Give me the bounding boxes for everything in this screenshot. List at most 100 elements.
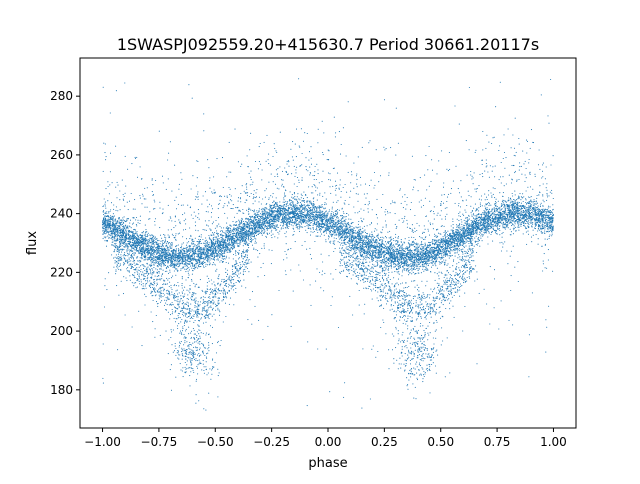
data-point [324,204,326,206]
data-point [167,265,169,267]
data-point [525,208,527,210]
data-point [216,252,218,255]
data-point [225,242,228,244]
data-point [221,229,223,232]
data-point [536,208,538,211]
data-point [510,199,512,201]
data-point [295,226,297,228]
data-point [151,239,153,241]
data-point [126,251,128,253]
data-point [343,232,345,234]
data-point [445,232,447,234]
data-point [175,268,177,270]
data-point [517,219,519,221]
data-point [351,225,353,228]
data-point [177,253,180,255]
data-point [464,252,466,255]
data-point [160,266,162,268]
data-point [523,196,525,198]
data-point [258,208,260,210]
data-point [460,229,462,231]
data-point [371,257,373,259]
data-point [251,244,254,246]
data-point [383,244,386,246]
data-point [178,265,180,267]
data-point [224,258,226,260]
data-point [381,229,383,231]
data-point [249,238,251,241]
data-point [205,243,207,245]
data-point [473,224,475,227]
data-point [111,239,113,241]
data-point [181,283,183,285]
data-point [249,241,251,243]
data-point [212,255,214,258]
data-point [345,216,347,218]
data-point [485,196,488,198]
data-point [439,263,441,265]
data-point [398,268,400,270]
data-point [374,244,376,246]
data-point [272,224,274,226]
data-point [520,225,522,227]
data-point [265,207,267,209]
data-point [230,241,233,243]
data-point [209,253,211,255]
data-point [194,267,196,269]
data-point [154,236,156,238]
data-point [308,223,310,225]
data-point [153,246,155,248]
data-point [385,263,387,265]
data-point [272,212,274,214]
data-point [274,206,276,208]
data-point [282,211,284,214]
data-point [501,203,503,205]
data-point [476,233,478,235]
data-point [464,222,466,224]
data-point [512,220,514,222]
data-point [411,270,413,272]
data-point [204,240,206,242]
data-point [447,235,449,237]
data-point [419,247,422,249]
data-point [546,209,548,211]
data-point [381,239,383,241]
data-point [424,238,426,240]
data-point [316,219,318,221]
data-point [517,203,519,205]
data-point [136,243,138,245]
data-point [413,263,415,265]
data-point [167,256,169,259]
data-point [544,232,546,234]
data-point [494,225,497,227]
data-point [518,204,520,207]
data-point [425,262,427,264]
data-point [130,249,133,251]
data-point [282,222,285,224]
data-point [272,202,274,204]
data-point [110,237,112,239]
data-point [374,254,376,256]
data-point [518,229,520,231]
data-point [253,209,255,211]
data-point [125,243,127,245]
data-point [109,231,111,233]
data-point [425,268,427,270]
data-point [190,250,192,252]
data-point [330,234,332,236]
data-point [441,225,443,227]
data-point [419,244,421,246]
data-point [437,241,439,243]
data-point [344,216,346,218]
data-point [469,232,471,234]
data-point [338,238,340,240]
data-point [327,212,329,214]
data-point [153,259,155,261]
data-point [434,272,436,274]
data-point [389,240,391,242]
data-point [532,202,534,204]
data-point [147,250,149,253]
data-point [382,246,384,248]
data-point [490,210,492,213]
data-point [117,233,119,235]
